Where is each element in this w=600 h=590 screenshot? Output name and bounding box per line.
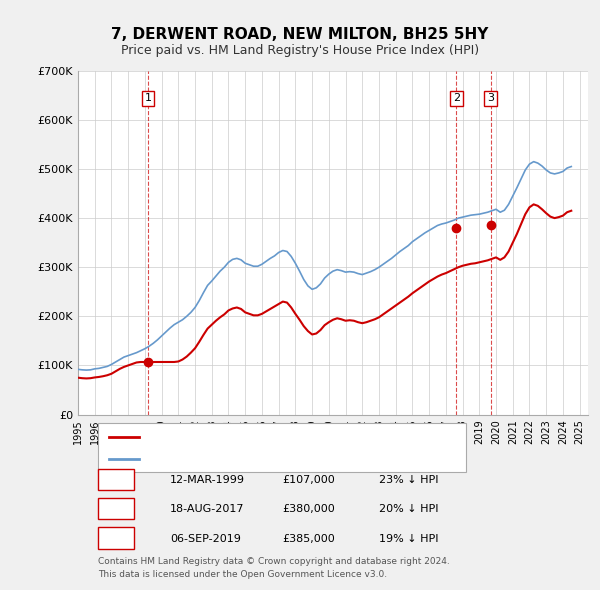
Text: 1: 1 xyxy=(145,93,152,103)
Text: 7, DERWENT ROAD, NEW MILTON, BH25 5HY (detached house): 7, DERWENT ROAD, NEW MILTON, BH25 5HY (d… xyxy=(149,432,457,442)
Text: This data is licensed under the Open Government Licence v3.0.: This data is licensed under the Open Gov… xyxy=(98,571,388,579)
Text: Contains HM Land Registry data © Crown copyright and database right 2024.: Contains HM Land Registry data © Crown c… xyxy=(98,558,450,566)
Text: 3: 3 xyxy=(112,534,120,544)
Text: 19% ↓ HPI: 19% ↓ HPI xyxy=(379,534,439,544)
Text: HPI: Average price, detached house, New Forest: HPI: Average price, detached house, New … xyxy=(149,454,385,464)
FancyBboxPatch shape xyxy=(98,422,466,472)
Text: 06-SEP-2019: 06-SEP-2019 xyxy=(170,534,241,544)
Text: 23% ↓ HPI: 23% ↓ HPI xyxy=(379,475,439,485)
Text: 12-MAR-1999: 12-MAR-1999 xyxy=(170,475,245,485)
Text: 2: 2 xyxy=(453,93,460,103)
Text: 20% ↓ HPI: 20% ↓ HPI xyxy=(379,504,439,514)
FancyBboxPatch shape xyxy=(98,468,134,490)
Text: £385,000: £385,000 xyxy=(282,534,335,544)
Text: 7, DERWENT ROAD, NEW MILTON, BH25 5HY: 7, DERWENT ROAD, NEW MILTON, BH25 5HY xyxy=(112,27,488,41)
Text: £107,000: £107,000 xyxy=(282,475,335,485)
Text: 18-AUG-2017: 18-AUG-2017 xyxy=(170,504,244,514)
FancyBboxPatch shape xyxy=(98,498,134,519)
Text: £380,000: £380,000 xyxy=(282,504,335,514)
Text: 1: 1 xyxy=(112,475,120,485)
Text: Price paid vs. HM Land Registry's House Price Index (HPI): Price paid vs. HM Land Registry's House … xyxy=(121,44,479,57)
Text: 3: 3 xyxy=(487,93,494,103)
Text: 2: 2 xyxy=(112,504,120,514)
FancyBboxPatch shape xyxy=(98,527,134,549)
